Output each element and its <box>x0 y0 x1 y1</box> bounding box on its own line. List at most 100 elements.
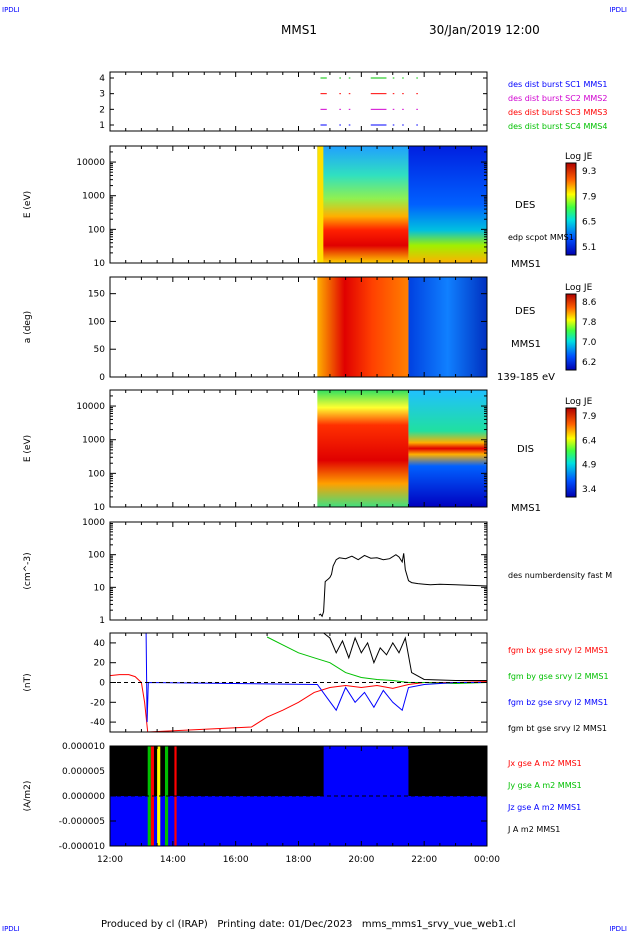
y-tick-label: 10 <box>94 503 106 513</box>
y-tick-label: 50 <box>94 345 106 355</box>
panel-right-label: MMS1 <box>511 339 541 350</box>
x-tick-label: 20:00 <box>348 855 374 865</box>
x-tick-label: 00:00 <box>474 855 500 865</box>
y-tick-label: -40 <box>90 718 105 728</box>
y-tick-label: 1 <box>99 121 105 131</box>
colorbar-tick-label: 8.6 <box>582 298 597 308</box>
y-axis-label: (cm^-3) <box>23 552 33 589</box>
des-energy-spectrogram <box>317 146 324 263</box>
y-tick-label: 2 <box>99 105 105 115</box>
y-tick-label: 100 <box>88 317 105 327</box>
panel-right-label: MMS1 <box>511 259 541 270</box>
panel-right-label: DES <box>515 306 535 317</box>
colorbar <box>565 293 577 371</box>
panel-right-label: edp scpot MMS1 <box>508 233 574 242</box>
colorbar-tick-label: 5.1 <box>582 243 596 253</box>
y-tick-label: -20 <box>90 698 105 708</box>
legend-entry: des dist burst SC4 MMS4 <box>508 122 607 131</box>
colorbar-tick-label: 4.9 <box>582 461 597 471</box>
y-tick-label: 3 <box>99 90 105 100</box>
y-axis-label: E (eV) <box>23 435 33 462</box>
panel-right-label: 139-185 eV <box>497 372 555 383</box>
colorbar-title: Log JE <box>565 283 593 293</box>
y-tick-label: 10000 <box>76 402 105 412</box>
colorbar-title: Log JE <box>565 397 593 407</box>
x-tick-label: 12:00 <box>97 855 123 865</box>
y-tick-label: 40 <box>94 639 106 649</box>
y-axis-label: E (eV) <box>23 191 33 218</box>
corner-label-top-left: IPDLI <box>2 6 20 14</box>
legend-entry: fgm bz gse srvy l2 MMS1 <box>508 698 608 707</box>
y-tick-label: 100 <box>88 469 105 479</box>
colorbar-tick-label: 7.9 <box>582 192 597 202</box>
colorbar-tick-label: 9.3 <box>582 167 596 177</box>
panel-right-label: DES <box>515 200 535 211</box>
colorbar-tick-label: 3.4 <box>582 485 597 495</box>
y-tick-label: 10000 <box>76 158 105 168</box>
legend-entry: des dist burst SC2 MMS2 <box>508 94 607 103</box>
colorbar-tick-label: 6.4 <box>582 436 597 446</box>
y-tick-label: 0 <box>99 373 105 383</box>
legend-entry: fgm bt gse srvy l2 MMS1 <box>508 724 607 733</box>
series-line <box>318 553 488 618</box>
legend-entry: des dist burst SC3 MMS3 <box>508 108 607 117</box>
legend-entry: fgm bx gse srvy l2 MMS1 <box>508 646 609 655</box>
y-tick-label: 0.000010 <box>62 742 105 752</box>
panel-frame-density <box>109 521 488 621</box>
y-tick-label: 20 <box>94 659 106 669</box>
y-tick-label: 10 <box>94 583 106 593</box>
colorbar-tick-label: 7.8 <box>582 318 597 328</box>
y-axis-label: a (deg) <box>23 311 33 343</box>
y-axis-label: (nT) <box>23 673 33 691</box>
colorbar <box>565 407 577 498</box>
y-tick-label: 1000 <box>82 192 105 202</box>
legend-entry: Jz gse A m2 MMS1 <box>507 803 581 812</box>
y-axis-label: (A/m2) <box>23 781 33 812</box>
colorbar-tick-label: 6.5 <box>582 218 596 228</box>
legend-entry: des numberdensity fast M <box>508 571 612 580</box>
panel-right-label: MMS1 <box>511 503 541 514</box>
x-tick-label: 14:00 <box>160 855 186 865</box>
y-tick-label: 100 <box>88 551 105 561</box>
des-pitch-spectrogram <box>408 277 487 377</box>
x-tick-label: 16:00 <box>223 855 249 865</box>
y-tick-label: 150 <box>88 290 105 300</box>
y-tick-label: 0 <box>99 679 105 689</box>
y-tick-label: 0.000000 <box>62 792 105 802</box>
colorbar <box>565 162 577 256</box>
current-jz-fill <box>323 746 409 796</box>
x-tick-label: 22:00 <box>411 855 437 865</box>
colorbar-tick-label: 7.0 <box>582 338 597 348</box>
mission-title: MMS1 <box>281 23 317 37</box>
y-tick-label: 4 <box>99 74 105 84</box>
series-line <box>323 632 487 681</box>
legend-entry: Jy gse A m2 MMS1 <box>507 781 582 790</box>
current-spike <box>157 746 161 846</box>
legend-entry: fgm by gse srvy l2 MMS1 <box>508 672 609 681</box>
panel-right-label: DIS <box>517 444 534 455</box>
y-tick-label: 1000 <box>82 518 105 528</box>
corner-label-bottom-right: IPDLI <box>609 925 627 933</box>
corner-label-top-right: IPDLI <box>609 6 627 14</box>
legend-entry: des dist burst SC1 MMS1 <box>508 80 607 89</box>
colorbar-title: Log JE <box>565 152 593 162</box>
legend-entry: J A m2 MMS1 <box>507 825 560 834</box>
des-pitch-spectrogram <box>317 277 409 377</box>
series-line <box>109 674 488 733</box>
current-total-fill <box>110 746 487 796</box>
dis-energy-spectrogram <box>317 390 409 507</box>
des-energy-spectrogram <box>317 146 409 263</box>
y-tick-label: 1000 <box>82 436 105 446</box>
series-line <box>145 632 487 723</box>
current-jz-fill <box>110 796 487 846</box>
y-tick-label: -0.000005 <box>59 817 105 827</box>
y-tick-label: 1 <box>99 616 105 626</box>
x-tick-label: 18:00 <box>286 855 312 865</box>
legend-entry: Jx gse A m2 MMS1 <box>507 759 582 768</box>
colorbar-tick-label: 6.2 <box>582 358 596 368</box>
dis-energy-spectrogram <box>408 390 487 507</box>
des-energy-spectrogram <box>408 146 487 263</box>
corner-label-bottom-left: IPDLI <box>2 925 20 933</box>
footer-credits: Produced by cl (IRAP) Printing date: 01/… <box>101 919 516 930</box>
